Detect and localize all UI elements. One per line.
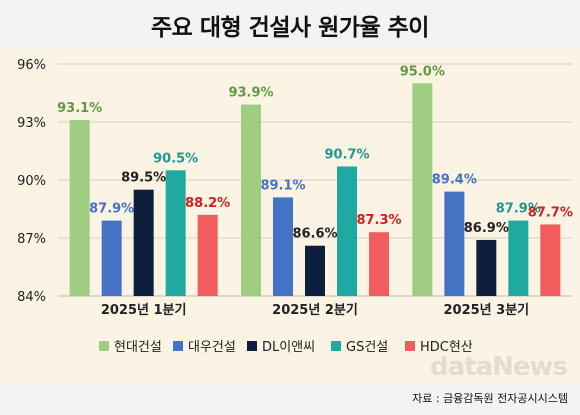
data-label: 87.7%: [528, 205, 573, 220]
data-label: 87.9%: [89, 202, 134, 217]
data-label: 90.7%: [324, 147, 369, 162]
legend-label: 대우건설: [188, 340, 236, 355]
bar: [273, 197, 293, 296]
data-label: 89.1%: [260, 178, 305, 193]
legend-swatch: [99, 341, 109, 351]
y-tick-label: 87%: [17, 232, 46, 247]
bar: [165, 170, 186, 296]
data-label: 87.9%: [496, 202, 541, 217]
bar: [337, 166, 357, 296]
bar: [369, 232, 389, 296]
legend-label: DL이앤씨: [262, 340, 315, 355]
data-label: 95.0%: [400, 64, 445, 79]
data-label: 93.9%: [228, 86, 273, 101]
legend-swatch: [173, 341, 183, 351]
legend-label: 현대건설: [114, 340, 162, 355]
source-note: 자료 : 금융감독원 전자공시시스템: [412, 392, 568, 405]
data-label: 90.5%: [153, 151, 198, 166]
data-label: 86.6%: [292, 227, 337, 242]
bar: [476, 239, 497, 296]
x-tick-label: 2025년 2분기: [272, 303, 358, 318]
bar: [241, 104, 261, 296]
bar: [305, 245, 325, 296]
y-tick-label: 96%: [17, 58, 46, 73]
x-tick-label: 2025년 1분기: [101, 303, 187, 318]
chart-title: 주요 대형 건설사 원가율 추이: [151, 15, 429, 41]
bar: [69, 120, 90, 296]
legend-swatch: [331, 341, 341, 351]
y-tick-label: 93%: [17, 116, 46, 131]
watermark-logo: dataNews: [430, 352, 568, 382]
data-label: 86.9%: [464, 221, 509, 236]
data-label: 88.2%: [185, 196, 230, 211]
y-tick-label: 90%: [17, 174, 46, 189]
bar: [101, 220, 122, 296]
x-tick-label: 2025년 3분기: [444, 303, 530, 318]
data-label: 93.1%: [57, 101, 102, 116]
bar: [540, 224, 561, 296]
legend-swatch: [405, 341, 415, 351]
bar: [133, 189, 154, 296]
data-label: 89.4%: [432, 173, 477, 188]
legend-swatch: [247, 341, 257, 351]
legend-label: HDC현산: [420, 340, 473, 355]
bar: [412, 83, 433, 296]
y-tick-label: 84%: [17, 290, 46, 305]
legend-label: GS건설: [346, 340, 388, 355]
bar: [444, 191, 465, 296]
bar: [508, 220, 529, 296]
data-label: 87.3%: [356, 213, 401, 228]
bar: [197, 214, 218, 296]
data-label: 89.5%: [121, 171, 166, 186]
